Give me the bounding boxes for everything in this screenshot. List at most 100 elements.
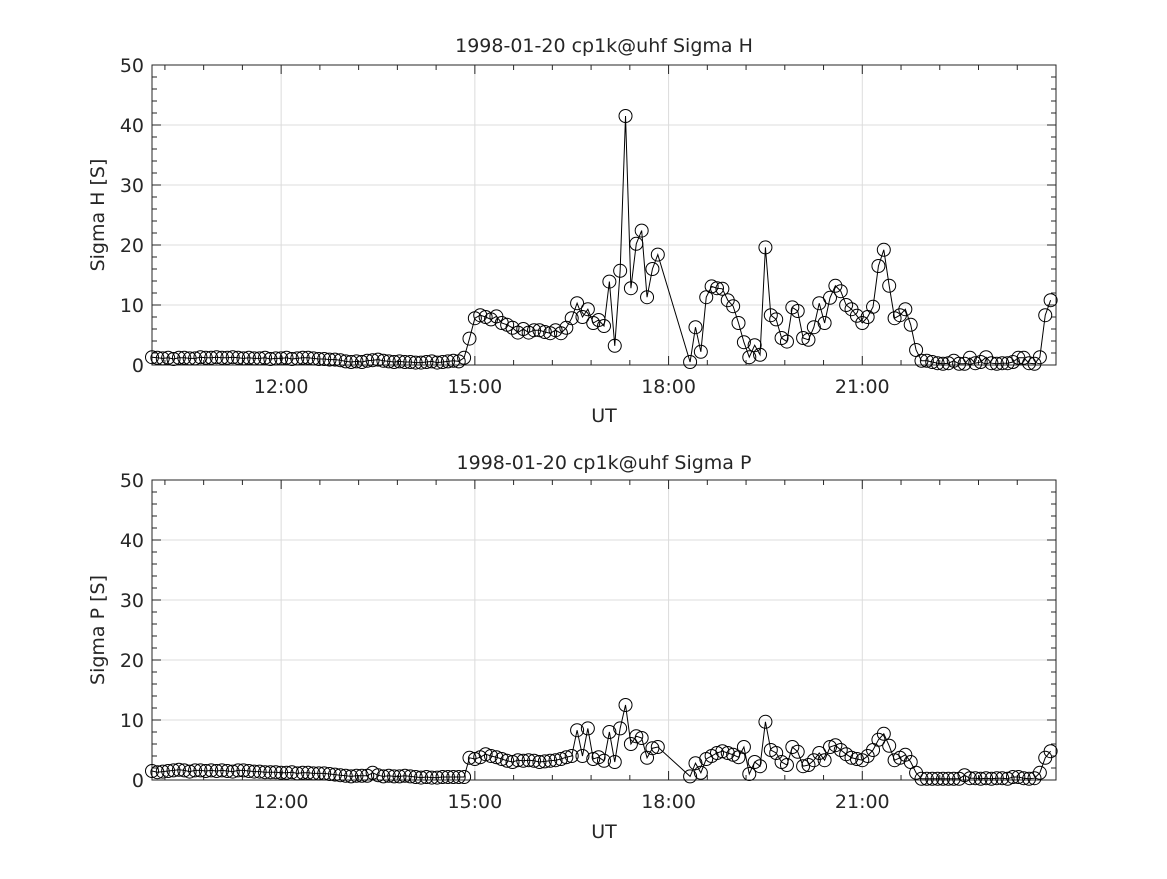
sigma-p-xtick-label: 12:00 bbox=[254, 791, 309, 813]
sigma-p-data-point bbox=[333, 768, 348, 783]
sigma-h-data-point bbox=[742, 350, 757, 365]
sigma-p-data-point bbox=[930, 771, 945, 786]
sigma-p-data-point bbox=[634, 731, 649, 745]
sigma-h-data-point bbox=[801, 332, 816, 347]
sigma-p-data-point bbox=[769, 746, 784, 760]
sigma-h-data-point bbox=[903, 317, 918, 332]
sigma-p-data-point bbox=[1011, 770, 1026, 784]
sigma-h-data-point bbox=[989, 356, 1004, 371]
sigma-p-data-point bbox=[371, 768, 385, 783]
sigma-p-data-point bbox=[510, 753, 525, 768]
sigma-h-data-point bbox=[457, 350, 472, 365]
sigma-p-data-point bbox=[446, 770, 461, 784]
sigma-p-data-point bbox=[736, 740, 751, 754]
sigma-p-data-point bbox=[209, 764, 224, 778]
sigma-p-data-point bbox=[823, 740, 837, 754]
sigma-h-data-point bbox=[247, 351, 262, 366]
sigma-h-data-point bbox=[317, 352, 332, 366]
sigma-p-data-point bbox=[440, 770, 455, 784]
sigma-h-data-point bbox=[575, 310, 590, 324]
sigma-h-data-point bbox=[349, 354, 364, 369]
sigma-p-data-point bbox=[559, 750, 574, 765]
sigma-h-data-point bbox=[505, 320, 520, 335]
sigma-p-data-point bbox=[806, 753, 821, 768]
sigma-h-data-point bbox=[274, 351, 289, 366]
sigma-h-data-point bbox=[371, 352, 385, 367]
sigma-p-ytick-label: 20 bbox=[120, 650, 144, 672]
sigma-p-ytick-label: 10 bbox=[120, 710, 144, 732]
sigma-h-data-point bbox=[397, 355, 412, 369]
sigma-h-data-point bbox=[640, 290, 655, 305]
sigma-p-data-point bbox=[984, 771, 999, 786]
sigma-h-series-line bbox=[151, 115, 1052, 365]
sigma-h-data-point bbox=[290, 351, 305, 366]
sigma-p-data-point bbox=[193, 763, 208, 778]
sigma-h-data-point bbox=[871, 259, 886, 273]
sigma-h-data-point bbox=[327, 352, 342, 367]
sigma-h-data-point bbox=[731, 316, 746, 330]
sigma-p-data-point bbox=[435, 770, 450, 784]
sigma-p-data-point bbox=[1022, 771, 1037, 786]
sigma-p-data-point bbox=[580, 721, 595, 736]
sigma-p-data-point bbox=[268, 765, 283, 780]
sigma-p-data-point bbox=[962, 771, 977, 786]
sigma-h-data-point bbox=[952, 356, 967, 371]
sigma-h-data-point bbox=[564, 311, 579, 326]
sigma-h-data-point bbox=[301, 350, 316, 365]
sigma-p-data-point bbox=[327, 767, 342, 782]
sigma-p-data-point bbox=[521, 753, 536, 768]
sigma-h-data-point bbox=[462, 331, 477, 346]
sigma-p-data-point bbox=[225, 764, 240, 779]
sigma-h-data-point bbox=[613, 263, 628, 278]
sigma-p-data-point bbox=[478, 747, 493, 762]
sigma-h-data-point bbox=[790, 304, 805, 318]
sigma-p-data-point bbox=[548, 753, 563, 768]
sigma-p-data-point bbox=[311, 766, 326, 781]
sigma-h-data-point bbox=[995, 356, 1010, 371]
sigma-p-data-point bbox=[898, 747, 913, 762]
sigma-p-data-point bbox=[876, 726, 891, 741]
sigma-h-ytick-label: 0 bbox=[132, 355, 144, 377]
sigma-h-title: 1998-01-20 cp1k@uhf Sigma H bbox=[455, 35, 753, 57]
sigma-p-data-point bbox=[844, 750, 859, 765]
sigma-p-data-point bbox=[258, 765, 272, 780]
sigma-p-data-point bbox=[397, 768, 412, 783]
sigma-p-data-point bbox=[376, 769, 391, 784]
sigma-h-data-point bbox=[263, 352, 278, 366]
sigma-h-data-point bbox=[602, 274, 617, 289]
sigma-p-data-point bbox=[936, 771, 950, 786]
sigma-h-data-point bbox=[849, 308, 864, 323]
sigma-h-data-point bbox=[236, 351, 251, 366]
sigma-p-data-point bbox=[155, 764, 170, 779]
sigma-p-data-point bbox=[973, 771, 988, 786]
sigma-h-data-point bbox=[268, 351, 283, 366]
sigma-p-data-point bbox=[338, 768, 353, 783]
sigma-p-data-point bbox=[274, 765, 289, 780]
sigma-h-data-point bbox=[758, 240, 773, 255]
sigma-h-data-point bbox=[306, 351, 321, 366]
sigma-h-data-point bbox=[629, 236, 644, 251]
sigma-p-data-point bbox=[505, 755, 520, 769]
sigma-h-ytick-label: 10 bbox=[120, 295, 144, 317]
sigma-h-data-point bbox=[623, 281, 638, 296]
sigma-h-data-point bbox=[155, 351, 170, 366]
sigma-h-data-point bbox=[580, 302, 595, 317]
sigma-p-data-point bbox=[758, 714, 773, 729]
sigma-p-data-point bbox=[597, 753, 611, 768]
sigma-p-data-point bbox=[553, 752, 568, 766]
sigma-h-data-point bbox=[984, 356, 999, 371]
sigma-h-data-point bbox=[753, 347, 768, 362]
sigma-p-data-point bbox=[424, 770, 439, 785]
sigma-p-data-point bbox=[279, 765, 294, 780]
sigma-p-xtick-label: 18:00 bbox=[641, 791, 696, 813]
sigma-p-data-point bbox=[171, 762, 186, 777]
sigma-h-data-point bbox=[936, 356, 950, 371]
sigma-h-data-point bbox=[344, 355, 359, 369]
sigma-h-data-point bbox=[1005, 355, 1020, 369]
sigma-p-ylabel: Sigma P [S] bbox=[87, 575, 109, 685]
sigma-p-data-point bbox=[527, 753, 542, 768]
sigma-p-data-point bbox=[1000, 771, 1015, 786]
sigma-h-data-point bbox=[252, 351, 267, 366]
sigma-p-data-point bbox=[344, 769, 359, 784]
sigma-p-data-point bbox=[430, 770, 445, 785]
